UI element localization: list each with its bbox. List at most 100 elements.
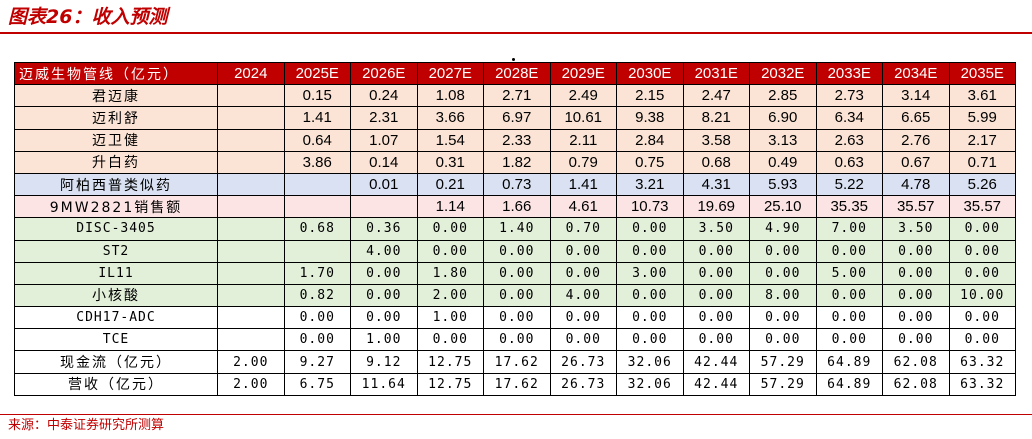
value-cell: 12.75 bbox=[416, 372, 484, 396]
value-cell: 1.40 bbox=[483, 217, 551, 241]
value-cell: 0.00 bbox=[682, 283, 750, 308]
value-cell: 0.00 bbox=[350, 283, 418, 308]
value-cell: 1.70 bbox=[283, 261, 351, 285]
value-cell: 9.27 bbox=[283, 350, 351, 374]
value-cell: 0.00 bbox=[749, 328, 817, 352]
value-cell bbox=[217, 283, 285, 308]
value-cell: 4.90 bbox=[749, 217, 817, 241]
value-cell: 1.00 bbox=[416, 306, 484, 330]
value-cell: 5.93 bbox=[749, 172, 817, 197]
value-cell: 0.00 bbox=[549, 306, 617, 330]
value-cell: 0.49 bbox=[749, 150, 817, 174]
value-cell: 0.00 bbox=[882, 283, 950, 308]
value-cell: 10.73 bbox=[616, 195, 684, 219]
value-cell: 3.50 bbox=[882, 217, 950, 241]
value-cell: 10.61 bbox=[549, 106, 617, 130]
table-row: TCE 0.00 1.00 0.00 0.00 0.00 0.00 0.00 0.00 0.00 0… bbox=[14, 328, 1016, 352]
value-cell: 0.00 bbox=[882, 261, 950, 285]
row-label: ST2 bbox=[14, 239, 218, 263]
header-year: 2028E bbox=[483, 61, 551, 86]
value-cell: 0.00 bbox=[948, 306, 1016, 330]
value-cell: 5.26 bbox=[948, 172, 1016, 197]
table-row: 现金流（亿元） 2.00 9.27 9.12 12.75 17.62 26.73 32.06 4… bbox=[14, 350, 1016, 374]
value-cell: 0.71 bbox=[948, 150, 1016, 174]
value-cell: 0.82 bbox=[283, 283, 351, 308]
value-cell: 2.00 bbox=[217, 372, 285, 396]
row-label: TCE bbox=[14, 328, 218, 352]
value-cell: 0.00 bbox=[749, 306, 817, 330]
row-label: 君迈康 bbox=[14, 84, 218, 108]
value-cell: 0.21 bbox=[416, 172, 484, 197]
value-cell bbox=[283, 239, 351, 263]
table-row: 升白药 3.86 0.14 0.31 1.82 0.79 0.75 0.68 0.49 0.63 0… bbox=[14, 150, 1016, 174]
value-cell: 0.00 bbox=[283, 306, 351, 330]
table-row: 君迈康 0.15 0.24 1.08 2.71 2.49 2.15 2.47 2.85 2.73 3… bbox=[14, 84, 1016, 108]
value-cell: 0.67 bbox=[882, 150, 950, 174]
value-cell bbox=[217, 195, 285, 219]
value-cell: 4.00 bbox=[549, 283, 617, 308]
stray-dot bbox=[512, 58, 515, 61]
value-cell: 0.00 bbox=[549, 328, 617, 352]
value-cell: 0.70 bbox=[549, 217, 617, 241]
value-cell: 0.00 bbox=[682, 328, 750, 352]
value-cell: 0.00 bbox=[549, 239, 617, 263]
value-cell: 32.06 bbox=[616, 372, 684, 396]
value-cell: 17.62 bbox=[483, 372, 551, 396]
value-cell: 6.90 bbox=[749, 106, 817, 130]
value-cell: 1.14 bbox=[416, 195, 484, 219]
value-cell: 64.89 bbox=[815, 350, 883, 374]
value-cell: 1.54 bbox=[416, 128, 484, 152]
value-cell: 0.00 bbox=[416, 239, 484, 263]
value-cell: 1.66 bbox=[483, 195, 551, 219]
value-cell bbox=[217, 306, 285, 330]
value-cell: 2.31 bbox=[350, 106, 418, 130]
value-cell: 4.31 bbox=[682, 172, 750, 197]
value-cell: 0.00 bbox=[882, 239, 950, 263]
row-label: 阿柏西普类似药 bbox=[14, 172, 218, 197]
value-cell: 2.73 bbox=[815, 84, 883, 108]
table-row: 9MW2821销售额 1.14 1.66 4.61 10.73 19.69 25.10 35.… bbox=[14, 195, 1016, 219]
value-cell: 0.00 bbox=[749, 261, 817, 285]
value-cell: 1.82 bbox=[483, 150, 551, 174]
value-cell: 0.00 bbox=[882, 306, 950, 330]
value-cell: 0.00 bbox=[682, 261, 750, 285]
value-cell: 0.24 bbox=[350, 84, 418, 108]
table-row: 迈卫健 0.64 1.07 1.54 2.33 2.11 2.84 3.58 3.13 2.63 2… bbox=[14, 128, 1016, 152]
value-cell: 0.68 bbox=[283, 217, 351, 241]
value-cell bbox=[217, 150, 285, 174]
value-cell: 42.44 bbox=[682, 350, 750, 374]
header-year: 2026E bbox=[350, 61, 418, 86]
value-cell: 1.08 bbox=[416, 84, 484, 108]
table-row: DISC-3405 0.68 0.36 0.00 1.40 0.70 0.00 3.50 4.9… bbox=[14, 217, 1016, 241]
value-cell: 2.63 bbox=[815, 128, 883, 152]
source-note: 来源：中泰证券研究所测算 bbox=[8, 418, 165, 433]
value-cell: 10.00 bbox=[948, 283, 1016, 308]
value-cell: 0.00 bbox=[416, 328, 484, 352]
value-cell: 2.11 bbox=[549, 128, 617, 152]
value-cell: 1.41 bbox=[283, 106, 351, 130]
row-label: CDH17-ADC bbox=[14, 306, 218, 330]
header-year: 2024 bbox=[217, 61, 285, 86]
table-header-row: 迈威生物管线（亿元） 2024 2025E 2026E 2027E 2028E 2029E 2… bbox=[14, 61, 1016, 86]
table-row: IL11 1.70 0.00 1.80 0.00 0.00 3.00 0.00 0.00 5.00… bbox=[14, 261, 1016, 285]
value-cell bbox=[217, 84, 285, 108]
value-cell: 17.62 bbox=[483, 350, 551, 374]
value-cell: 0.00 bbox=[549, 261, 617, 285]
value-cell: 0.00 bbox=[616, 283, 684, 308]
value-cell: 26.73 bbox=[549, 372, 617, 396]
value-cell: 0.00 bbox=[416, 217, 484, 241]
value-cell: 6.34 bbox=[815, 106, 883, 130]
value-cell: 0.00 bbox=[815, 328, 883, 352]
value-cell: 0.00 bbox=[350, 306, 418, 330]
bottom-rule bbox=[0, 414, 1032, 415]
header-year: 2034E bbox=[882, 61, 950, 86]
table-row: CDH17-ADC 0.00 0.00 1.00 0.00 0.00 0.00 0.00 0.0… bbox=[14, 306, 1016, 330]
row-label: 9MW2821销售额 bbox=[14, 195, 218, 219]
header-pipeline-label: 迈威生物管线（亿元） bbox=[14, 61, 218, 86]
value-cell bbox=[217, 106, 285, 130]
value-cell: 2.49 bbox=[549, 84, 617, 108]
value-cell: 0.68 bbox=[682, 150, 750, 174]
value-cell: 0.00 bbox=[682, 239, 750, 263]
value-cell: 3.21 bbox=[616, 172, 684, 197]
value-cell bbox=[217, 128, 285, 152]
